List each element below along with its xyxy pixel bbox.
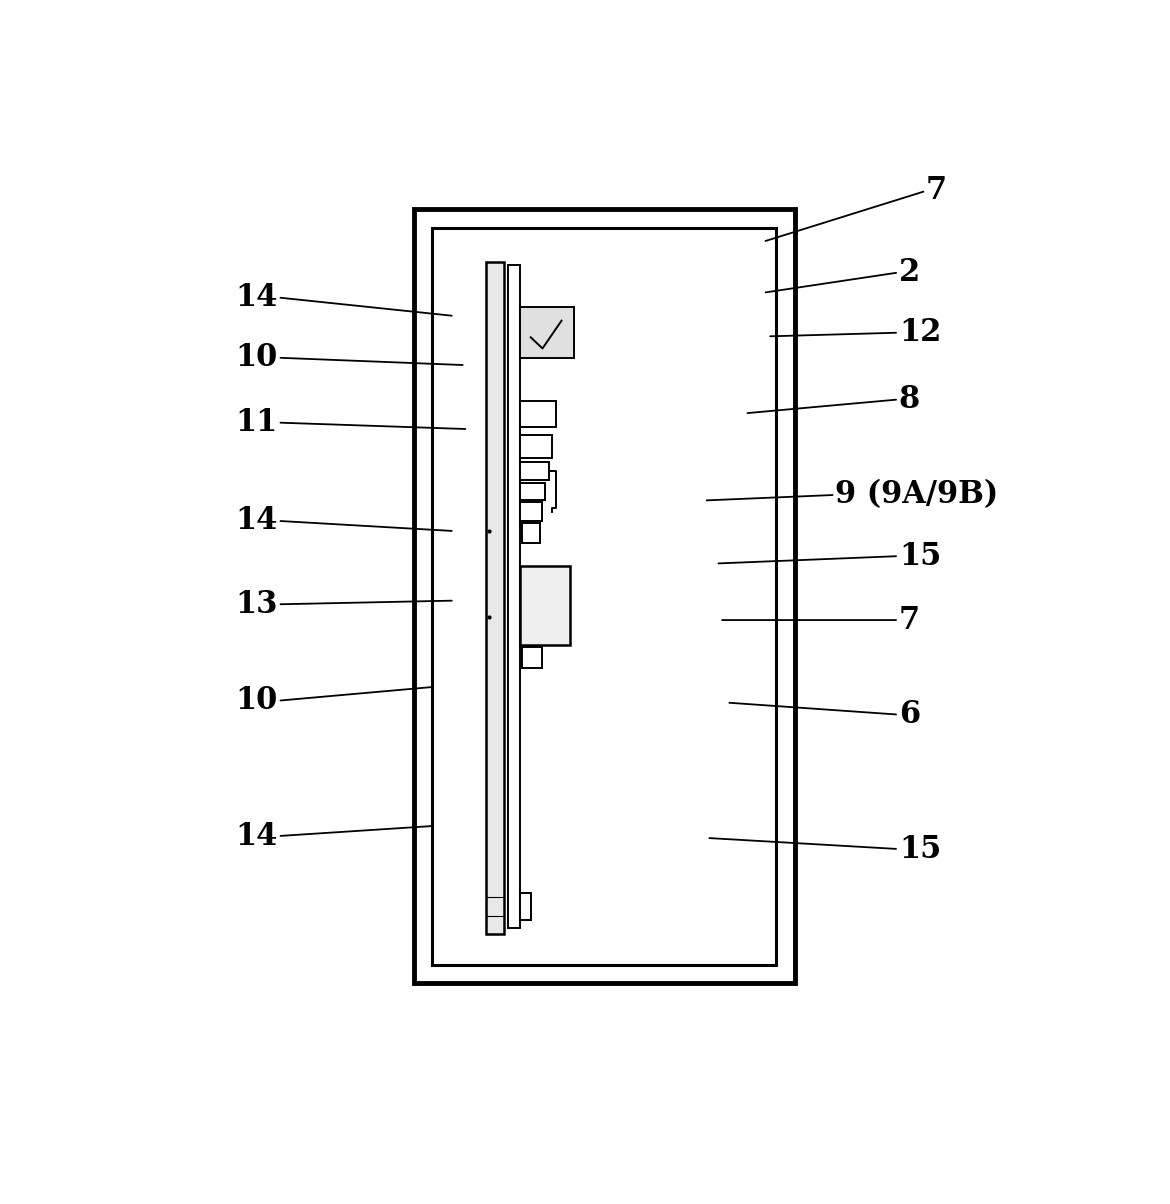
Bar bbox=[519, 461, 549, 480]
Text: 10: 10 bbox=[235, 685, 277, 716]
Text: 15: 15 bbox=[899, 833, 941, 864]
Bar bbox=[519, 307, 574, 358]
Text: 15: 15 bbox=[899, 541, 941, 572]
Text: 13: 13 bbox=[235, 589, 277, 620]
Bar bbox=[519, 892, 531, 920]
Text: 7: 7 bbox=[927, 176, 948, 206]
Text: 14: 14 bbox=[235, 506, 277, 536]
Text: 14: 14 bbox=[235, 282, 277, 313]
Bar bbox=[519, 483, 545, 500]
Bar bbox=[519, 502, 542, 521]
Text: 9 (9A/9B): 9 (9A/9B) bbox=[835, 479, 999, 510]
Text: 11: 11 bbox=[235, 407, 277, 438]
Text: 10: 10 bbox=[235, 342, 277, 373]
Bar bbox=[519, 435, 552, 458]
Bar bbox=[522, 647, 542, 668]
Bar bbox=[519, 566, 570, 645]
Text: 7: 7 bbox=[899, 604, 920, 636]
Bar bbox=[487, 262, 504, 934]
Bar bbox=[519, 401, 556, 427]
Text: 2: 2 bbox=[899, 256, 920, 288]
Bar bbox=[414, 209, 794, 984]
Text: 12: 12 bbox=[899, 317, 941, 348]
Bar bbox=[432, 228, 777, 964]
Text: 8: 8 bbox=[899, 384, 920, 415]
Text: 6: 6 bbox=[899, 700, 920, 730]
Text: 14: 14 bbox=[235, 821, 277, 851]
Bar bbox=[508, 265, 519, 928]
Bar bbox=[522, 523, 539, 543]
